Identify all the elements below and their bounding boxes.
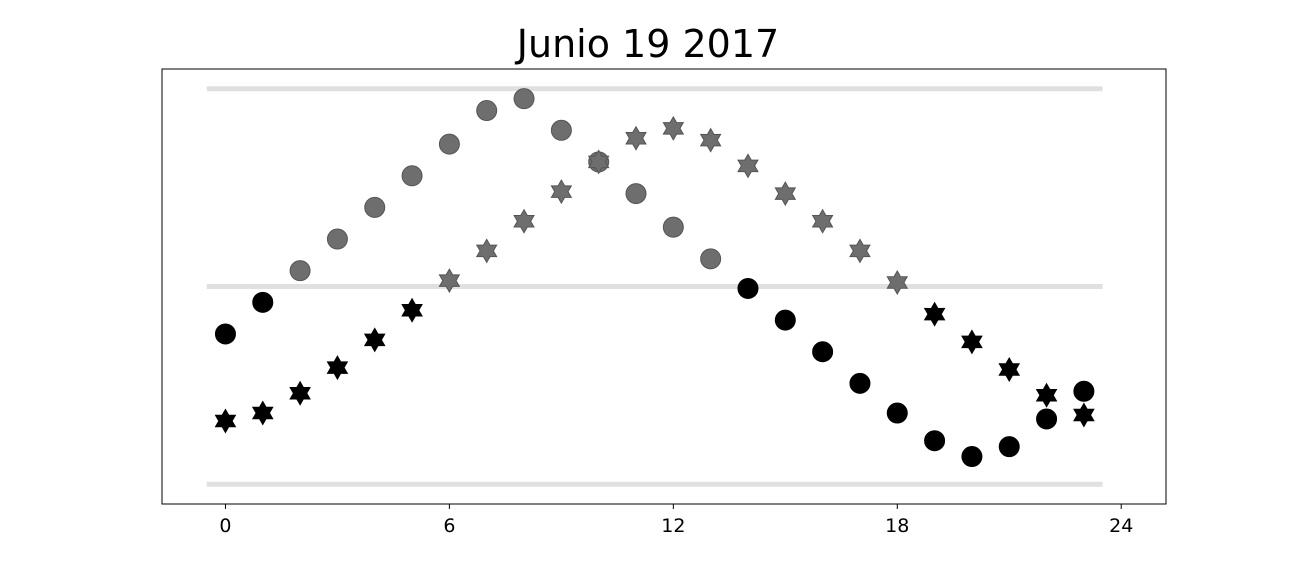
data-points bbox=[214, 88, 1095, 468]
circle-point-21 bbox=[998, 436, 1020, 458]
star-point-16 bbox=[811, 208, 834, 234]
circle-point-13 bbox=[700, 248, 722, 270]
circle-point-2 bbox=[289, 260, 311, 282]
circle-point-11 bbox=[625, 183, 647, 205]
circle-point-3 bbox=[326, 228, 348, 250]
star-point-18 bbox=[886, 270, 909, 296]
circle-point-8 bbox=[513, 88, 535, 110]
star-point-14 bbox=[737, 153, 759, 179]
star-point-17 bbox=[849, 238, 871, 264]
star-point-1 bbox=[251, 400, 274, 426]
circle-point-5 bbox=[401, 165, 423, 187]
circle-point-0 bbox=[214, 323, 236, 345]
star-point-12 bbox=[662, 115, 685, 141]
star-point-15 bbox=[774, 181, 797, 207]
star-point-23 bbox=[1073, 402, 1095, 428]
circle-point-14 bbox=[737, 277, 759, 299]
star-point-6 bbox=[438, 268, 461, 294]
circle-point-12 bbox=[662, 216, 684, 238]
circle-point-22 bbox=[1036, 408, 1058, 430]
star-point-21 bbox=[998, 357, 1021, 383]
star-point-22 bbox=[1035, 382, 1058, 408]
star-point-13 bbox=[699, 127, 722, 153]
x-tick-label-4: 24 bbox=[1109, 515, 1133, 537]
star-point-4 bbox=[363, 327, 386, 353]
circle-point-16 bbox=[812, 341, 834, 363]
reference-lines bbox=[206, 86, 1103, 487]
circle-point-17 bbox=[849, 372, 871, 394]
circle-point-9 bbox=[550, 119, 572, 141]
star-point-2 bbox=[289, 380, 311, 406]
circle-point-19 bbox=[924, 430, 946, 452]
plot-frame bbox=[161, 68, 1167, 505]
star-point-11 bbox=[625, 125, 647, 151]
circle-point-1 bbox=[252, 291, 274, 313]
star-point-20 bbox=[961, 329, 983, 355]
circle-point-18 bbox=[886, 402, 908, 424]
star-point-8 bbox=[513, 208, 535, 234]
star-point-10 bbox=[587, 149, 610, 175]
star-point-0 bbox=[214, 408, 237, 434]
x-tick-label-3: 18 bbox=[885, 515, 909, 537]
star-point-3 bbox=[326, 355, 349, 381]
star-point-9 bbox=[550, 179, 573, 205]
x-tick-label-2: 12 bbox=[661, 515, 685, 537]
circle-point-6 bbox=[438, 133, 460, 155]
circle-point-23 bbox=[1073, 380, 1095, 402]
circle-point-20 bbox=[961, 446, 983, 468]
star-point-19 bbox=[923, 301, 946, 327]
chart-title: Junio 19 2017 bbox=[516, 22, 780, 66]
star-point-5 bbox=[401, 297, 423, 323]
x-tick-label-1: 6 bbox=[443, 515, 455, 537]
circle-point-4 bbox=[364, 196, 386, 218]
x-tick-label-0: 0 bbox=[219, 515, 231, 537]
star-point-7 bbox=[475, 238, 498, 264]
circle-point-15 bbox=[774, 309, 796, 331]
x-axis: 0 6 12 18 24 bbox=[219, 504, 1133, 537]
circle-point-7 bbox=[476, 100, 498, 122]
